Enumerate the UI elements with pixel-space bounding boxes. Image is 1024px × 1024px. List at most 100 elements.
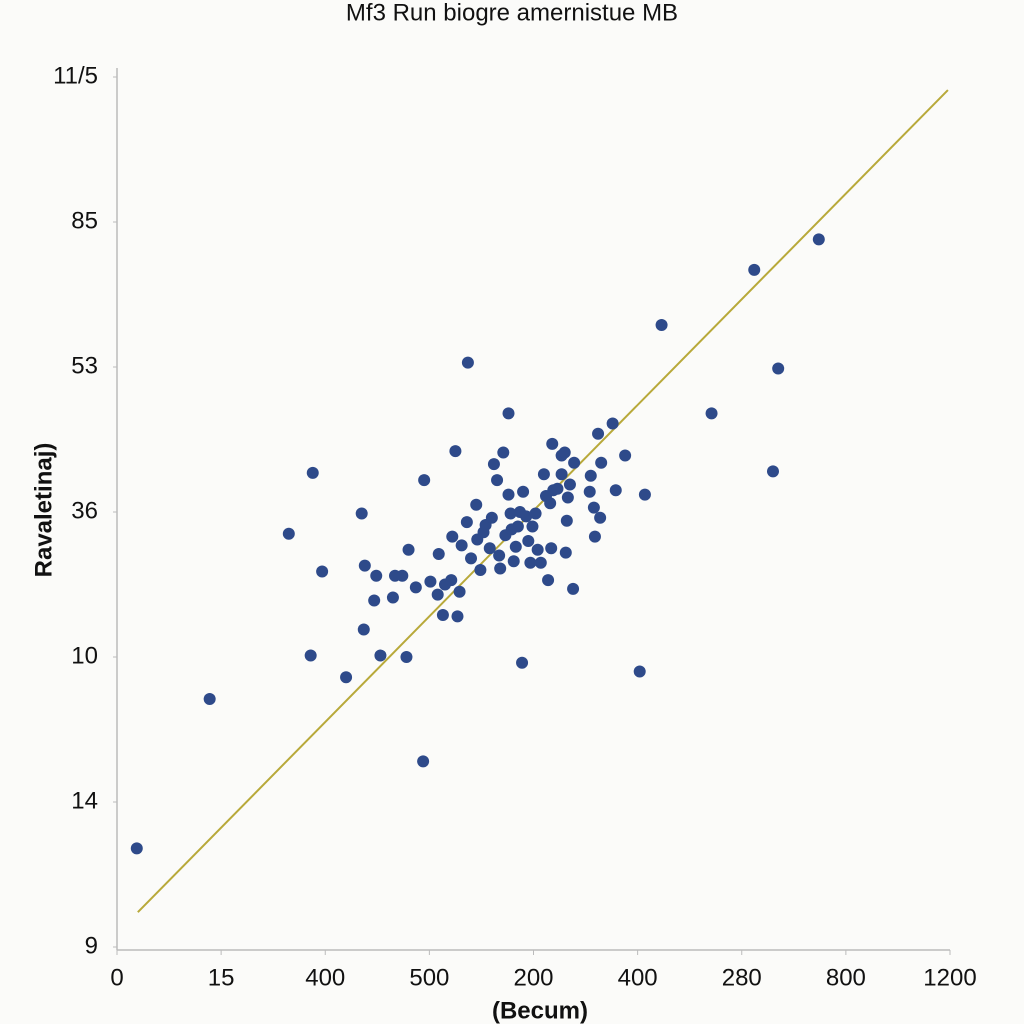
scatter-point [520,510,533,523]
x-tick-label: 200 [513,964,553,991]
scatter-point [461,356,474,369]
scatter-point [358,559,371,572]
scatter-point [544,497,557,510]
y-tick-label: 10 [71,642,98,669]
scatter-point [368,594,381,607]
scatter-point [306,466,319,479]
scatter-point [502,488,515,501]
scatter-point [534,556,547,569]
x-tick-label: 280 [722,964,762,991]
x-tick-label: 500 [409,964,449,991]
scatter-point [594,511,607,524]
scatter-point [409,581,422,594]
scatter-point [609,484,622,497]
scatter-point [370,569,383,582]
scatter-point [507,555,520,568]
scatter-point [491,474,504,487]
scatter-point [502,407,515,420]
scatter-point [497,446,510,459]
scatter-point [431,588,444,601]
x-tick-label: 400 [618,964,658,991]
scatter-point [485,511,498,524]
y-tick-label: 9 [85,932,98,959]
scatter-point [418,474,431,487]
scatter-point [436,608,449,621]
x-tick-label: 800 [826,964,866,991]
chart-title: Mf3 Run biogre amernistue MB [346,0,678,26]
scatter-point [460,516,473,529]
scatter-point [130,842,143,855]
scatter-point [465,552,478,565]
scatter-point [402,543,415,556]
x-tick-label: 15 [208,964,235,991]
scatter-point [340,671,353,684]
y-tick-label: 53 [71,352,98,379]
scatter-point [446,530,459,543]
scatter-point [424,575,437,588]
scatter-point [531,543,544,556]
scatter-point [812,233,825,246]
x-tick-label: 0 [110,964,123,991]
scatter-point [595,456,608,469]
scatter-point [545,542,558,555]
scatter-point [445,574,458,587]
scatter-point [455,539,468,552]
scatter-point [558,446,571,459]
scatter-point [516,656,529,669]
scatter-point [517,485,530,498]
scatter-point [619,449,632,462]
scatter-point [555,468,568,481]
scatter-point [638,488,651,501]
scatter-point [474,564,487,576]
scatter-point [203,693,216,706]
scatter-point [374,649,387,662]
scatter-point [511,520,524,533]
scatter-point [587,501,600,514]
scatter-point [537,468,550,481]
scatter-point [282,527,295,540]
scatter-point [400,651,413,663]
scatter-point [386,591,399,604]
scatter-point [584,469,597,482]
scatter-point [633,665,646,678]
x-axis-label: (Becum) [492,997,588,1024]
y-tick-label: 36 [71,497,98,524]
scatter-point [522,535,535,547]
y-tick-label: 11/5 [53,62,98,89]
scatter-point [509,540,522,553]
scatter-point [748,263,761,276]
scatter-point [567,582,580,595]
scatter-point [583,485,596,498]
scatter-point [529,507,542,520]
scatter-point [357,623,370,636]
x-tick-label: 1200 [923,964,976,991]
scatter-point [524,556,537,569]
scatter-point [568,456,581,469]
scatter-point [655,318,668,331]
scatter-point [396,569,409,582]
scatter-point [606,417,619,430]
y-axis-label: Ravaletinaj) [30,443,57,578]
scatter-point [316,565,329,578]
scatter-point [432,548,445,561]
scatter-point [705,407,718,420]
scatter-point [551,482,564,495]
x-tick-label: 400 [305,964,345,991]
y-tick-label: 14 [71,787,98,814]
scatter-point [304,649,317,662]
scatter-point [766,465,779,478]
scatter-point [504,507,517,520]
scatter-point [493,549,506,562]
scatter-point [772,362,785,375]
y-tick-label: 85 [71,207,98,234]
scatter-point [563,478,576,491]
scatter-point [453,585,466,598]
scatter-point [451,610,464,623]
scatter-point [449,445,462,458]
scatter-point [483,542,496,555]
scatter-point [470,498,483,511]
scatter-point [355,507,368,520]
scatter-point [592,427,605,440]
